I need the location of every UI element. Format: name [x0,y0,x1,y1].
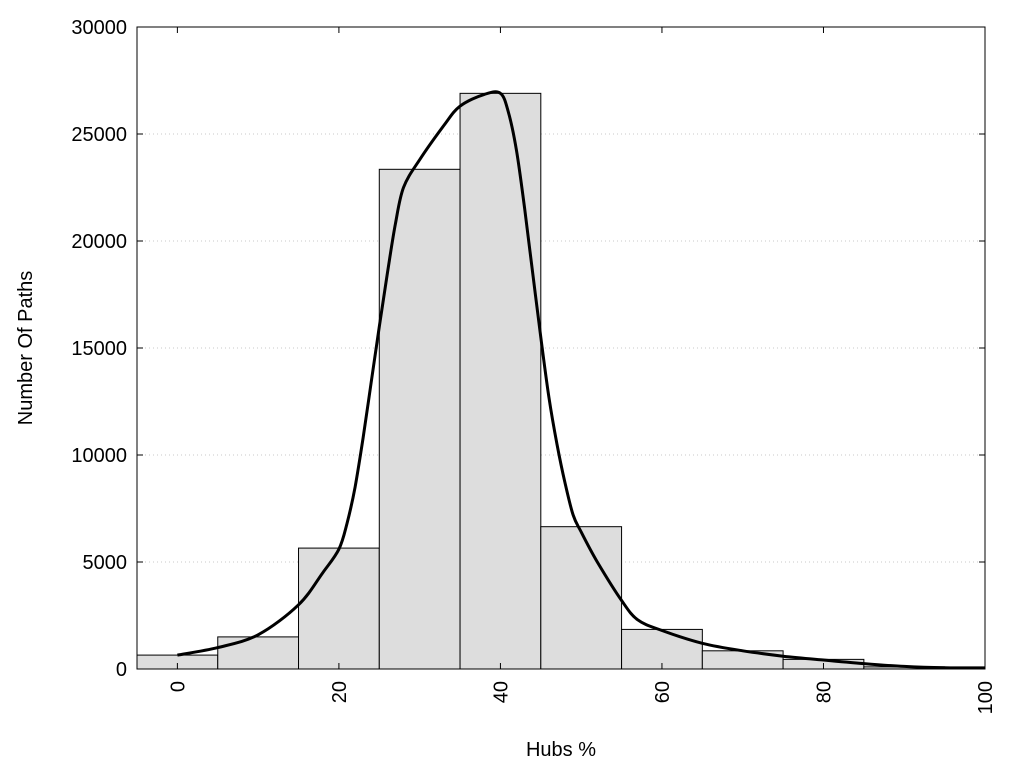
histogram-bar [378,168,461,670]
x-axis-label: Hubs % [526,739,596,761]
x-axis-ticks: 0 20 40 60 80 100 [167,27,997,714]
x-tick-label: 40 [490,681,512,703]
x-tick-label: 80 [813,681,835,703]
y-tick-label: 15000 [71,338,127,360]
histogram-bar [459,92,542,670]
y-tick-label: 30000 [71,17,127,39]
y-tick-label: 5000 [83,552,128,574]
y-tick-label: 20000 [71,231,127,253]
density-curve-line [177,90,986,670]
y-tick-label: 0 [116,659,127,681]
y-tick-label: 10000 [71,445,127,467]
y-axis-ticks: 0 5000 10000 15000 20000 25000 30000 [71,17,985,681]
y-tick-label: 25000 [71,124,127,146]
histogram-bar [217,636,300,670]
x-tick-label: 20 [329,681,351,703]
histogram-bar [540,526,623,670]
density-curve [177,90,986,670]
histogram-bar [621,628,703,670]
histogram-bar [298,547,380,670]
y-axis-label: Number Of Paths [15,271,37,426]
bars [136,92,946,670]
x-tick-label: 100 [975,681,997,714]
x-tick-label: 0 [167,681,189,692]
grid-lines [137,133,985,563]
x-tick-label: 60 [652,681,674,703]
